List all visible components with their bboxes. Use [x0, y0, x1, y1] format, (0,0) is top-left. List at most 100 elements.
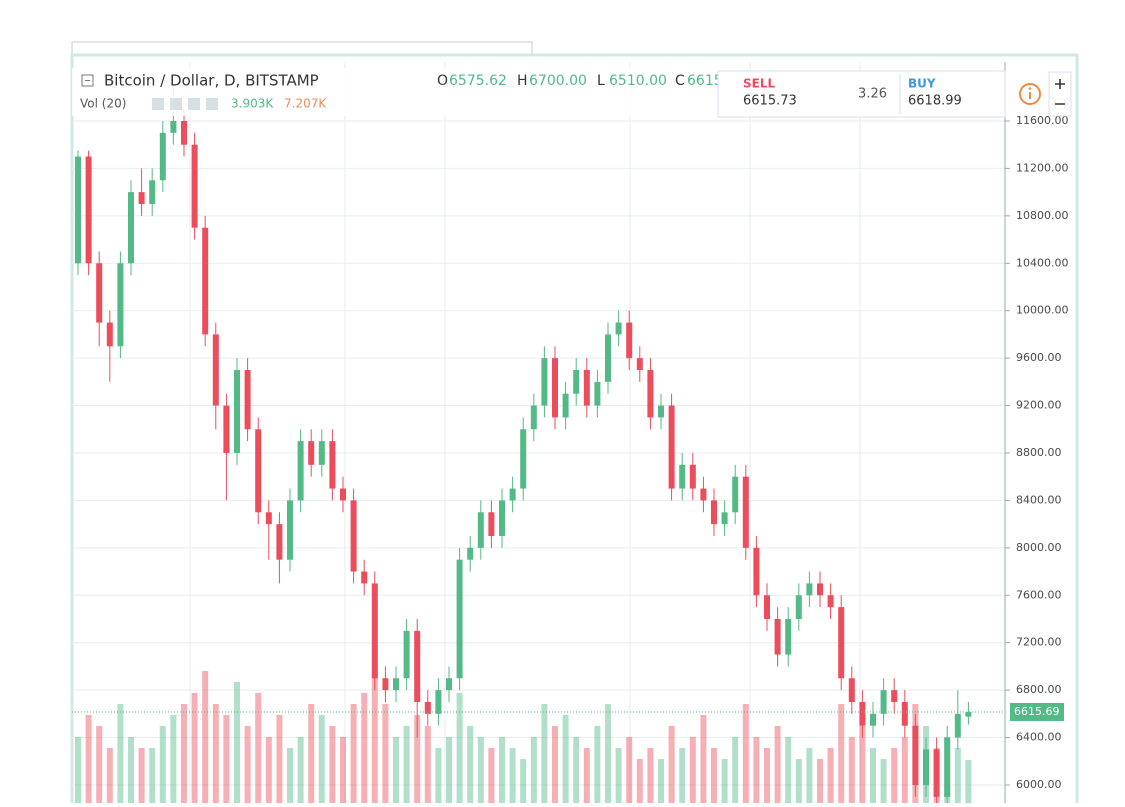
candle-body	[509, 488, 516, 501]
candle-body	[658, 405, 664, 418]
candle-body	[477, 512, 484, 548]
candle-body	[965, 711, 972, 717]
candle-body	[159, 132, 166, 181]
candle-body	[202, 227, 209, 335]
volume-bar	[838, 704, 845, 803]
volume-bar	[488, 748, 495, 803]
volume-bar	[234, 682, 240, 803]
candle-body	[764, 595, 770, 619]
candle-body	[297, 441, 304, 501]
candle-body	[170, 120, 177, 133]
y-tick-label: 7600.00	[1016, 588, 1062, 601]
volume-bar	[965, 760, 972, 803]
volume-bar	[732, 737, 739, 803]
zoom-buttons[interactable]	[1048, 71, 1072, 117]
candle-body	[371, 583, 378, 679]
candle-body	[594, 381, 601, 406]
y-tick-label: 11600.00	[1016, 114, 1069, 127]
y-tick-label: 9200.00	[1016, 399, 1062, 412]
buy-label[interactable]: BUY	[908, 77, 936, 91]
candle-body	[891, 690, 898, 702]
vol-value: 3.903K	[231, 97, 274, 111]
volume-bar	[541, 704, 548, 803]
volume-bar	[191, 693, 198, 803]
volume-bar	[128, 737, 134, 803]
candle-body	[308, 441, 315, 465]
volume-bar	[265, 737, 272, 803]
volume-bar	[954, 748, 961, 803]
candle-body	[795, 595, 802, 619]
button[interactable]	[188, 98, 200, 110]
candle-body	[96, 263, 103, 323]
volume-bar	[414, 715, 421, 803]
info-icon[interactable]	[1019, 83, 1041, 105]
volume-bar	[583, 748, 590, 803]
button[interactable]	[206, 98, 218, 110]
candle-body	[689, 464, 696, 489]
candle-body	[382, 678, 389, 691]
y-tick-label: 10000.00	[1016, 304, 1069, 317]
zoom-icons	[1055, 79, 1065, 105]
y-tick-label: 11200.00	[1016, 161, 1069, 174]
button[interactable]	[152, 98, 164, 110]
volume-bar	[668, 726, 675, 803]
candle-body	[318, 441, 325, 465]
volume-bar	[509, 748, 516, 803]
candle-body	[488, 512, 495, 536]
trade-box	[717, 70, 1006, 118]
volume-bar	[499, 737, 505, 803]
volume-bar	[647, 748, 654, 803]
sell-label[interactable]: SELL	[743, 77, 775, 91]
volume-bar	[742, 704, 749, 803]
candle-body	[573, 369, 580, 394]
volume-bar	[520, 759, 527, 803]
volume-bar	[435, 748, 442, 803]
y-tick-label: 8000.00	[1016, 541, 1062, 554]
candle-body	[393, 678, 399, 691]
volume-bar	[870, 748, 876, 803]
buy-price[interactable]: 6618.99	[908, 94, 962, 109]
volume-bar	[573, 737, 580, 803]
candle-body	[234, 369, 240, 453]
symbol: Bitcoin / Dollar, D, BITSTAMP	[104, 72, 319, 90]
candle-body	[128, 192, 134, 264]
candle-body	[265, 512, 272, 525]
chart-frame	[70, 53, 1079, 807]
y-tick-label: 10400.00	[1016, 256, 1069, 269]
volume-bar	[477, 737, 484, 803]
ohlc-key: C	[675, 73, 685, 89]
candle-body	[721, 512, 728, 525]
candle-body	[615, 322, 622, 335]
volume-bar	[806, 748, 813, 803]
candle-body	[212, 334, 219, 406]
vol-ma-value: 7.207K	[284, 97, 327, 111]
candle-body	[647, 369, 654, 418]
info-icon	[1028, 87, 1032, 90]
candles	[75, 85, 972, 803]
volume-bar	[149, 748, 156, 803]
volume-bar	[721, 759, 728, 803]
volume-bar	[891, 748, 898, 803]
candle-body	[340, 488, 346, 501]
candle-body	[255, 429, 262, 513]
volume-bar	[75, 737, 81, 803]
volume-bar	[297, 737, 304, 803]
volume-bar	[382, 704, 389, 803]
volume-bar	[679, 748, 686, 803]
ohlc-value: 6700.00	[529, 73, 587, 89]
candle-body	[446, 678, 452, 691]
vol-buttons	[152, 98, 218, 110]
y-tick-label: 6000.00	[1016, 778, 1062, 791]
volume-bar	[85, 715, 92, 803]
candle-body	[944, 737, 951, 797]
collapse-icon[interactable]	[81, 74, 94, 87]
volume-bar	[785, 737, 792, 803]
spread: 3.26	[858, 87, 887, 102]
candle-body	[552, 358, 558, 418]
sell-price[interactable]: 6615.73	[743, 94, 797, 109]
volume-bar	[106, 748, 113, 803]
button[interactable]	[170, 98, 182, 110]
y-tick-label: 6400.00	[1016, 731, 1062, 744]
candle-body	[85, 156, 92, 264]
